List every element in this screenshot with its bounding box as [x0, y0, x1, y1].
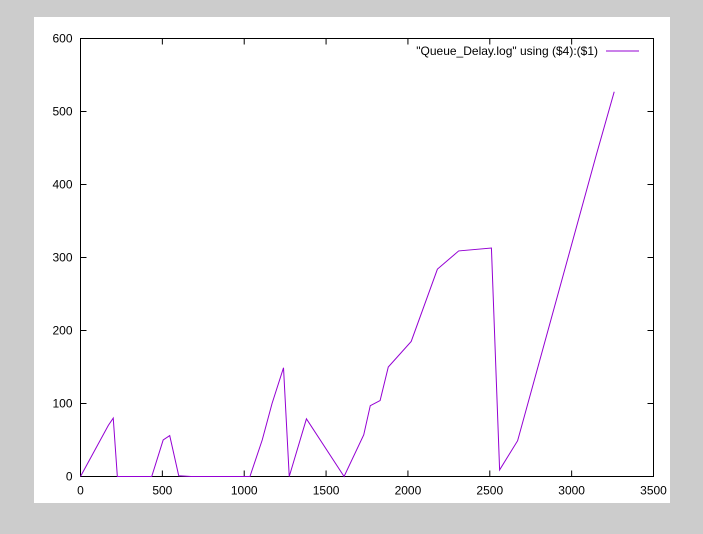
series-layer: [80, 91, 615, 478]
x-tick-label: 1500: [313, 484, 340, 498]
y-tick-label: 0: [66, 470, 73, 484]
x-tick-label: 1000: [231, 484, 258, 498]
y-tick-label: 400: [52, 178, 72, 192]
legend: "Queue_Delay.log" using ($4):($1): [416, 44, 639, 58]
chart-canvas: 0 500 1000 1500 2000 2500 3000 3500 0 100 200 300 4…: [34, 17, 670, 503]
x-tick-label: 2000: [395, 484, 422, 498]
x-tick-label: 3500: [640, 484, 667, 498]
x-tick-label: 500: [152, 484, 172, 498]
x-tick-label: 3000: [558, 484, 585, 498]
y-tick-label: 200: [52, 324, 72, 338]
x-axis: 0 500 1000 1500 2000 2500 3000 3500: [77, 38, 667, 498]
y-tick-label: 500: [52, 105, 72, 119]
y-tick-label: 100: [52, 397, 72, 411]
x-tick-label: 2500: [476, 484, 503, 498]
y-tick-label: 600: [52, 32, 72, 46]
x-tick-label: 0: [77, 484, 84, 498]
line-chart: 0 500 1000 1500 2000 2500 3000 3500 0 100 200 300 4…: [52, 32, 667, 498]
y-axis: 0 100 200 300 400 500 600: [52, 32, 654, 484]
series-line: [80, 91, 615, 478]
legend-label: "Queue_Delay.log" using ($4):($1): [416, 44, 598, 58]
y-tick-label: 300: [52, 251, 72, 265]
